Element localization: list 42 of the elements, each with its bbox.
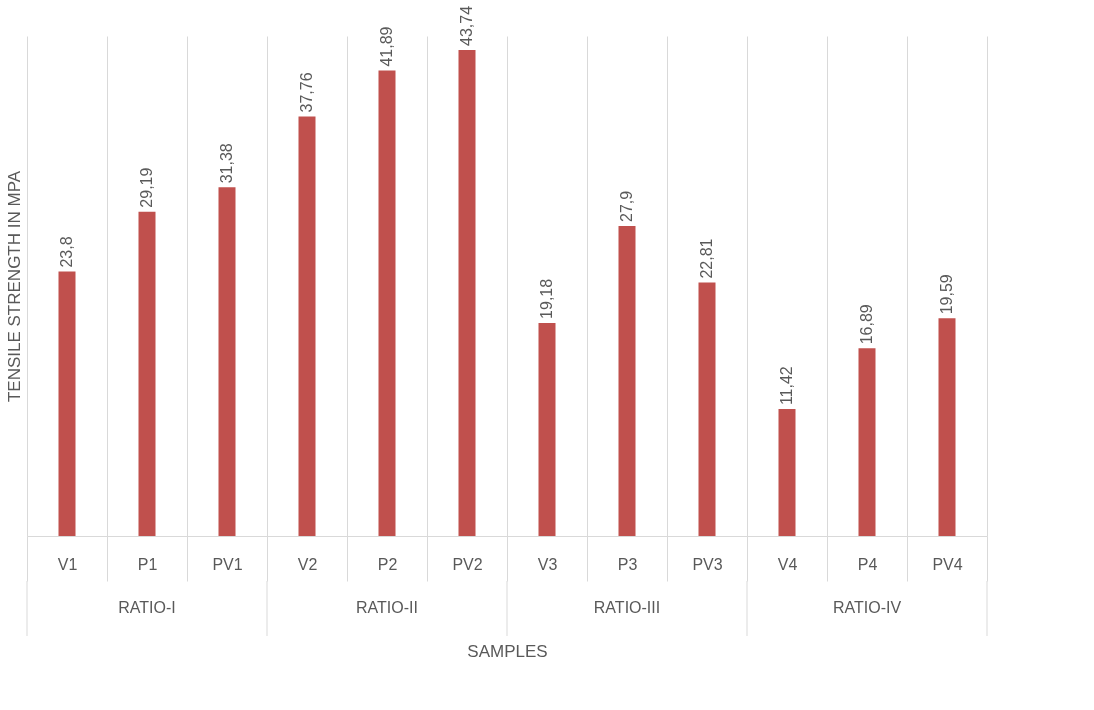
text: RATIO-IV <box>832 599 902 616</box>
data-label: 19,18 <box>538 278 555 319</box>
data-label: 31,38 <box>218 143 235 184</box>
text: RATIO-III <box>593 599 661 616</box>
data-label: 29,19 <box>138 167 155 208</box>
bar <box>938 318 956 536</box>
data-label: 16,89 <box>858 304 875 345</box>
x-tick-label: PV3 <box>692 555 723 573</box>
bar <box>698 282 716 536</box>
x-tick-label: P4 <box>857 555 878 573</box>
y-axis-title: TENSILE STRENGTH IN MPA <box>4 170 24 403</box>
x-tick-label: V4 <box>777 555 798 573</box>
bar <box>298 116 316 536</box>
x-axis-title: SAMPLES <box>467 642 548 661</box>
x-tick-label: PV1 <box>212 555 243 573</box>
data-label: 41,89 <box>378 26 395 67</box>
x-tick-label: P2 <box>377 555 398 573</box>
data-label: 22,81 <box>698 238 715 279</box>
bar <box>858 348 876 536</box>
bar <box>778 409 796 536</box>
x-tick-label: PV4 <box>932 555 963 573</box>
data-label: 37,76 <box>298 72 315 113</box>
text: RATIO-I <box>118 599 176 616</box>
x-tick-label: P1 <box>137 555 158 573</box>
data-label: 27,9 <box>618 190 635 222</box>
bar <box>458 50 476 536</box>
bar <box>58 271 76 536</box>
x-tick-label: V3 <box>537 555 558 573</box>
text: RATIO-II <box>356 599 418 616</box>
data-label: 11,42 <box>778 366 795 406</box>
x-tick-label: V1 <box>57 555 78 573</box>
bar <box>538 322 556 536</box>
x-tick-label: P3 <box>617 555 638 573</box>
data-label: 23,8 <box>58 236 75 268</box>
bar <box>138 211 156 536</box>
x-tick-label: PV2 <box>452 555 483 573</box>
bar <box>218 187 236 536</box>
x-tick-label: V2 <box>297 555 318 573</box>
bar <box>618 226 636 536</box>
bar <box>378 70 396 536</box>
data-label: 19,59 <box>938 274 955 315</box>
data-label: 43,74 <box>458 5 475 46</box>
